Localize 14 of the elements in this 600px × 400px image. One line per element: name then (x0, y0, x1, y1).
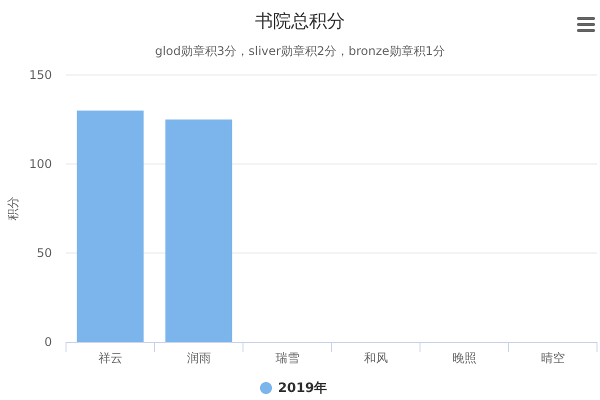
chart-title: 书院总积分 (255, 11, 345, 32)
y-tick-label: 100 (29, 157, 52, 171)
x-tick-label: 祥云 (98, 351, 122, 365)
y-tick-label: 150 (29, 68, 52, 82)
legend-label: 2019年 (278, 381, 328, 396)
y-tick-label: 0 (44, 335, 52, 349)
x-tick-label: 晴空 (540, 351, 565, 365)
chart-subtitle: glod勋章积3分，sliver勋章积2分，bronze勋章积1分 (154, 44, 446, 58)
x-tick-label: 瑞雪 (275, 351, 300, 365)
x-tick-label: 晚照 (452, 351, 476, 365)
x-tick-label: 润雨 (186, 351, 211, 365)
y-axis-title: 积分 (6, 196, 20, 220)
x-tick-label: 和风 (364, 351, 388, 365)
y-tick-label: 50 (36, 246, 52, 260)
